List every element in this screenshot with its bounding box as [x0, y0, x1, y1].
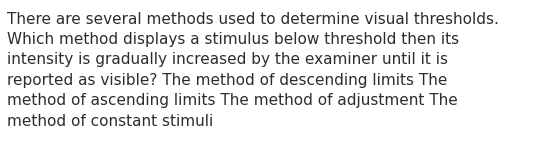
- Text: There are several methods used to determine visual thresholds.
Which method disp: There are several methods used to determ…: [7, 12, 499, 129]
